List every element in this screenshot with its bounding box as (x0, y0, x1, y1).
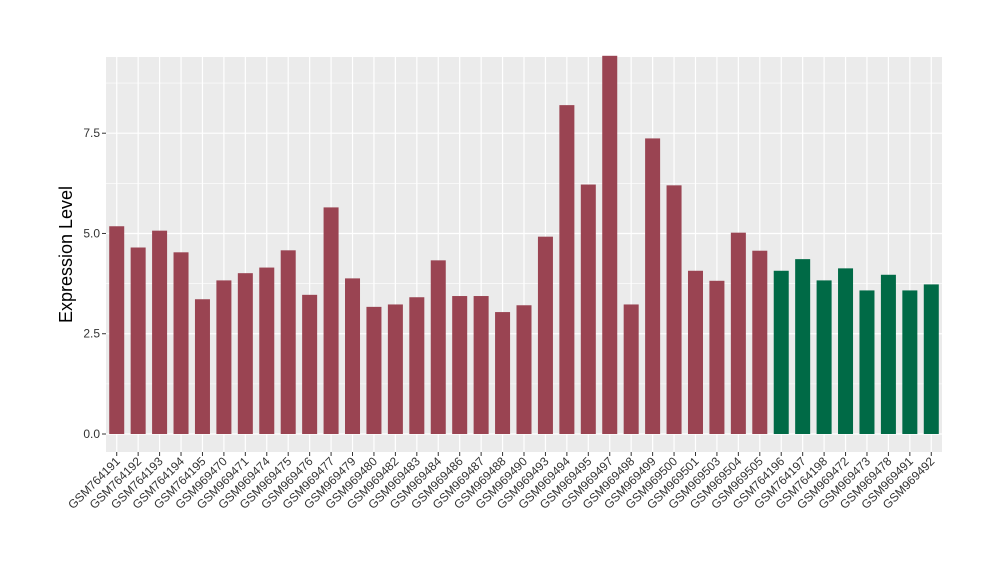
bar-GSM764196 (773, 270, 789, 434)
bar-GSM969498 (623, 304, 639, 434)
bars (109, 55, 939, 435)
bar-GSM969483 (409, 297, 425, 434)
bar-GSM969490 (516, 305, 532, 434)
bar-GSM969495 (580, 184, 596, 434)
bar-GSM969488 (495, 312, 511, 434)
bar-GSM969503 (709, 280, 725, 434)
bar-GSM969499 (645, 138, 661, 434)
bar-GSM969504 (730, 232, 746, 434)
bar-GSM764192 (130, 247, 146, 434)
bar-GSM969494 (559, 105, 575, 435)
bar-GSM969478 (880, 274, 896, 434)
bar-GSM969505 (752, 250, 768, 434)
y-tick-label: 7.5 (83, 126, 100, 140)
bar-GSM969486 (452, 296, 468, 434)
bar-GSM969500 (666, 185, 682, 434)
y-tick-label: 0.0 (83, 427, 100, 441)
bar-GSM969491 (902, 290, 918, 434)
bar-GSM969477 (323, 207, 339, 434)
bar-GSM969487 (473, 296, 489, 434)
bar-GSM969482 (387, 304, 403, 434)
bar-GSM764198 (816, 280, 832, 434)
bar-GSM764197 (795, 259, 811, 434)
y-axis-title: Expression Level (56, 186, 76, 323)
bar-GSM764195 (194, 299, 210, 434)
bar-GSM969475 (280, 250, 296, 434)
bar-GSM969493 (537, 236, 553, 434)
bar-GSM969471 (237, 273, 253, 434)
bar-GSM969484 (430, 260, 446, 434)
bar-GSM969480 (366, 306, 382, 434)
bar-GSM969476 (302, 294, 318, 434)
bar-GSM969470 (216, 280, 232, 434)
y-tick-label: 2.5 (83, 327, 100, 341)
y-tick-label: 5.0 (83, 226, 100, 240)
bar-GSM764193 (152, 230, 168, 434)
bar-GSM764194 (173, 252, 189, 434)
x-axis: GSM764191GSM764192GSM764193GSM764194GSM7… (65, 452, 938, 512)
bar-GSM969474 (259, 267, 275, 434)
y-axis: 0.0 2.5 5.0 7.5 (83, 126, 106, 441)
bar-GSM969497 (602, 55, 618, 434)
bar-GSM969473 (859, 290, 875, 434)
bar-GSM969492 (923, 284, 939, 434)
bar-GSM969501 (687, 270, 703, 434)
bar-GSM764191 (109, 226, 125, 434)
bar-GSM969472 (838, 268, 854, 434)
bar-GSM969479 (345, 278, 361, 434)
